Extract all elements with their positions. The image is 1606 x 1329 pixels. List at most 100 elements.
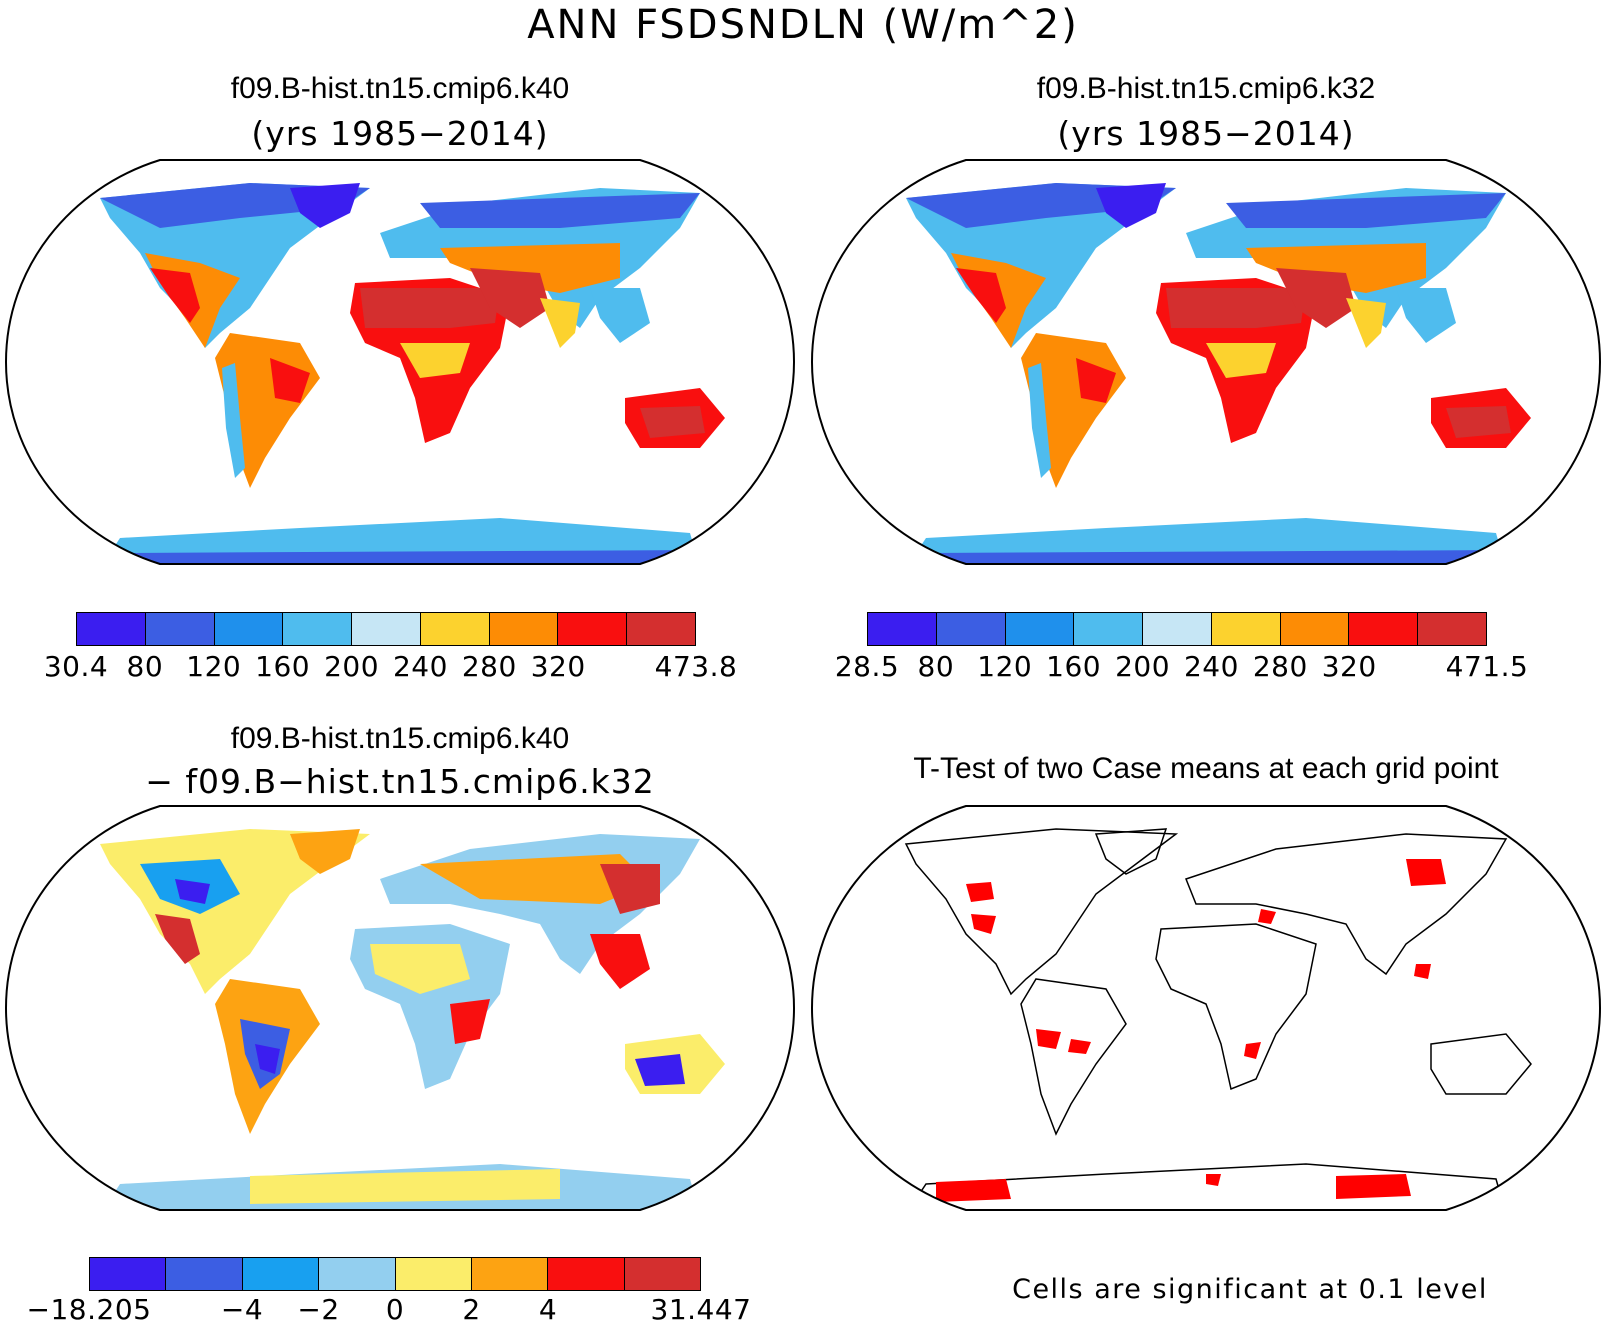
colorbar-swatch <box>242 1258 320 1290</box>
colorbar-difference-labels: −18.205 −4 −2 0 2 4 31.447 <box>27 1293 751 1329</box>
map-ttest <box>810 805 1602 1211</box>
colorbar-tick-label: 280 <box>461 650 517 683</box>
colorbar-tick-label: −18.205 <box>26 1293 152 1326</box>
coast-africa <box>1155 923 1317 1091</box>
colorbar-swatch <box>624 1258 700 1290</box>
land-australia-interior <box>640 406 705 438</box>
colorbar-tick-label: 160 <box>255 650 311 683</box>
panel1-title: f09.B-hist.tn15.cmip6.k40 <box>230 72 570 105</box>
colorbar-difference <box>89 1257 701 1291</box>
land-sa-andes <box>1028 363 1051 478</box>
colorbar-case1 <box>76 612 696 646</box>
significance-note: Cells are significant at 0.1 level <box>1012 1274 1488 1305</box>
colorbar-tick-label: 4 <box>538 1293 558 1326</box>
colorbar-swatch <box>319 1258 396 1290</box>
colorbar-case2-labels: 28.5 80 120 160 200 240 280 320 471.5 <box>835 650 1528 686</box>
land-middle-east <box>470 268 550 328</box>
land-australia-interior <box>1446 406 1511 438</box>
land-middle-east <box>1276 268 1356 328</box>
land-se-asia <box>590 934 650 989</box>
colorbar-swatch <box>1005 613 1075 645</box>
land-central-asia <box>1246 243 1426 293</box>
colorbar-tick-label: 80 <box>126 650 164 683</box>
colorbar-swatch <box>936 613 1006 645</box>
panel3-subtitle: − f09.B−hist.tn15.cmip6.k32 <box>145 762 655 801</box>
land-africa-red <box>450 999 490 1044</box>
land-eurasia-orange <box>420 854 650 904</box>
land-se-asia <box>1396 288 1456 343</box>
land-na-purple <box>175 879 210 904</box>
colorbar-swatch <box>1143 613 1212 645</box>
land-sahara <box>1166 288 1306 328</box>
land-sahara <box>360 288 500 328</box>
colorbar-tick-label: 240 <box>1183 650 1239 683</box>
significant-cells <box>936 859 1446 1202</box>
land-siberia <box>1226 193 1506 228</box>
colorbar-swatch <box>1074 613 1144 645</box>
panel3-title: f09.B-hist.tn15.cmip6.k40 <box>230 722 570 755</box>
land-africa-central <box>400 343 470 378</box>
land-australia-blue <box>635 1054 685 1086</box>
land-china-red <box>600 864 660 914</box>
colorbar-tick-label: 80 <box>917 650 955 683</box>
colorbar-tick-label: 120 <box>186 650 242 683</box>
land-sa-andes <box>222 363 245 478</box>
land-sa-hot <box>1076 358 1116 403</box>
colorbar-swatch <box>558 613 628 645</box>
colorbar-swatch <box>352 613 421 645</box>
colorbar-swatch <box>868 613 937 645</box>
land-africa-central <box>1206 343 1276 378</box>
colorbar-tick-label: 473.8 <box>654 650 738 683</box>
land-mexico <box>150 268 200 323</box>
colorbar-swatch <box>214 613 284 645</box>
colorbar-swatch <box>420 613 490 645</box>
land-greenland <box>1096 183 1166 228</box>
colorbar-tick-label: −4 <box>220 1293 264 1326</box>
colorbar-case2 <box>867 612 1487 646</box>
land-greenland <box>290 183 360 228</box>
colorbar-tick-label: 471.5 <box>1445 650 1529 683</box>
colorbar-tick-label: 320 <box>530 650 586 683</box>
colorbar-tick-label: 31.447 <box>650 1293 752 1326</box>
colorbar-swatch <box>548 1258 625 1290</box>
land-sa-hot <box>270 358 310 403</box>
colorbar-swatch <box>1349 613 1419 645</box>
colorbar-tick-label: 240 <box>392 650 448 683</box>
coast-eurasia <box>1185 833 1508 976</box>
colorbar-tick-label: 2 <box>462 1293 481 1326</box>
colorbar-swatch <box>471 1258 549 1290</box>
colorbar-swatch <box>1211 613 1281 645</box>
coast-greenland <box>1094 828 1168 875</box>
colorbar-tick-label: −2 <box>297 1293 340 1326</box>
land-india <box>540 298 580 348</box>
colorbar-swatch <box>489 613 559 645</box>
land-na-red <box>155 914 200 964</box>
map-case2 <box>810 159 1602 565</box>
land-sa-purple <box>255 1044 280 1074</box>
colorbar-swatch <box>166 1258 243 1290</box>
map-case1 <box>4 159 796 565</box>
panel1-subtitle: (yrs 1985−2014) <box>251 114 549 153</box>
colorbar-tick-label: 200 <box>1115 650 1171 683</box>
colorbar-swatch <box>1418 613 1487 645</box>
colorbar-tick-label: 0 <box>385 1293 405 1326</box>
colorbar-swatch <box>145 613 215 645</box>
land-india <box>1346 298 1386 348</box>
colorbar-swatch <box>283 613 353 645</box>
colorbar-tick-label: 320 <box>1321 650 1377 683</box>
land-africa-yellow <box>370 944 470 994</box>
colorbar-tick-label: 200 <box>324 650 380 683</box>
figure-title: ANN FSDSNDLN (W/m^2) <box>527 2 1079 48</box>
land-siberia <box>420 193 700 228</box>
panel2-subtitle: (yrs 1985−2014) <box>1057 114 1355 153</box>
land-greenland <box>290 829 360 874</box>
coast-south-america <box>1020 978 1127 1136</box>
colorbar-swatch <box>627 613 696 645</box>
colorbar-case1-labels: 30.4 80 120 160 200 240 280 320 473.8 <box>44 650 737 686</box>
colorbar-swatch <box>90 1258 167 1290</box>
colorbar-swatch <box>77 613 146 645</box>
coast-australia <box>1430 1033 1532 1095</box>
coast-north-america <box>904 828 1179 996</box>
coast-antarctica <box>904 1163 1507 1210</box>
panel2-title: f09.B-hist.tn15.cmip6.k32 <box>1036 72 1376 105</box>
